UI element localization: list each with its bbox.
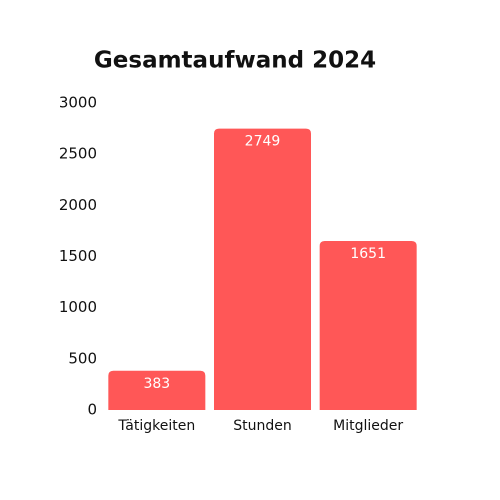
bar bbox=[108, 370, 206, 410]
y-tick-label: 1500 bbox=[59, 247, 97, 265]
x-tick-label: Mitglieder bbox=[333, 418, 403, 434]
x-tick-label: Stunden bbox=[233, 418, 292, 434]
y-tick-label: 2000 bbox=[59, 196, 97, 214]
chart-title: Gesamtaufwand 2024 bbox=[94, 48, 376, 74]
value-label: 1651 bbox=[350, 246, 386, 262]
y-tick-label: 3000 bbox=[59, 94, 97, 112]
value-label: 383 bbox=[143, 376, 170, 392]
y-tick-label: 2500 bbox=[59, 145, 97, 163]
y-tick-label: 0 bbox=[87, 401, 97, 419]
value-label: 2749 bbox=[245, 134, 281, 150]
y-tick-label: 500 bbox=[68, 349, 97, 367]
bar bbox=[319, 241, 417, 410]
y-tick-label: 1000 bbox=[59, 298, 97, 316]
x-tick-label: Tätigkeiten bbox=[117, 418, 195, 434]
bar bbox=[214, 128, 311, 410]
